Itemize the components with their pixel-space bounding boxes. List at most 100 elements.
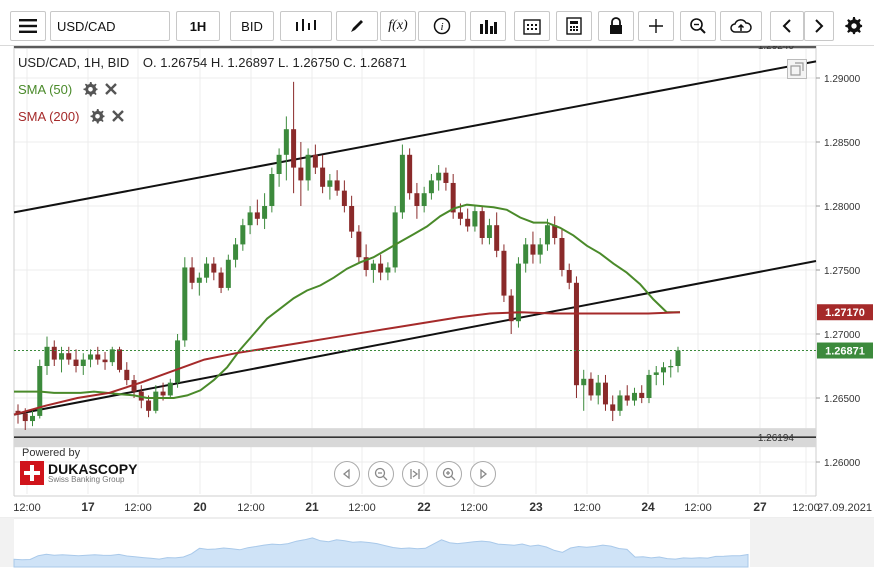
candle-body bbox=[465, 218, 471, 227]
close-icon[interactable] bbox=[111, 109, 125, 123]
candle-body bbox=[472, 211, 478, 227]
candle-body bbox=[218, 272, 224, 288]
x-tick-label: 17 bbox=[81, 500, 95, 514]
x-tick-label: 12:00 bbox=[13, 502, 41, 514]
candle-body bbox=[566, 270, 572, 283]
candle-body bbox=[378, 263, 384, 273]
x-tick-label: 12:00 bbox=[684, 502, 712, 514]
candle-body bbox=[109, 349, 115, 363]
back-button[interactable] bbox=[334, 461, 360, 487]
svg-text:i: i bbox=[440, 21, 443, 33]
candle-body bbox=[254, 212, 260, 219]
candle-body bbox=[22, 413, 28, 422]
gear-icon[interactable] bbox=[82, 81, 98, 97]
menu-icon bbox=[19, 19, 37, 33]
candle-body bbox=[247, 212, 253, 226]
trendlines[interactable] bbox=[13, 60, 817, 416]
zoom-in-icon bbox=[442, 467, 456, 481]
candle-body bbox=[356, 231, 362, 258]
x-tick-label: 12:00 bbox=[237, 502, 265, 514]
candle-body bbox=[363, 257, 369, 270]
price-axis[interactable]: 1.26000 1.26500 1.27000 1.27500 1.28000 1.285… bbox=[816, 74, 861, 469]
indicator-sma50: SMA (50) bbox=[18, 81, 118, 97]
bottom-marker-label: 1.26194 bbox=[758, 433, 795, 444]
draw-button[interactable] bbox=[336, 11, 378, 41]
candle-body bbox=[276, 154, 282, 174]
expand-icon bbox=[790, 62, 804, 76]
menu-button[interactable] bbox=[10, 11, 46, 41]
price-marker bbox=[817, 342, 873, 359]
x-tick-label: 24 bbox=[641, 500, 655, 514]
candle-body bbox=[407, 154, 413, 194]
calendar-button[interactable] bbox=[514, 11, 550, 41]
zoom-button[interactable] bbox=[680, 11, 716, 41]
function-button[interactable]: f(x) bbox=[380, 11, 416, 41]
bars-icon bbox=[480, 20, 497, 34]
indicator-label: SMA (200) bbox=[18, 108, 80, 124]
candle-body bbox=[450, 182, 456, 213]
candle-body bbox=[486, 225, 492, 238]
period-select[interactable]: 1H bbox=[176, 11, 220, 41]
settings-button[interactable] bbox=[840, 11, 868, 41]
trendline-2 bbox=[13, 260, 817, 416]
arrow-left-icon bbox=[782, 19, 791, 33]
lock-icon bbox=[610, 17, 622, 34]
overview-navigator[interactable] bbox=[0, 517, 874, 568]
candle-body bbox=[399, 154, 405, 213]
lock-button[interactable] bbox=[598, 11, 634, 41]
back-icon bbox=[342, 468, 350, 480]
candle-body bbox=[283, 129, 289, 155]
candles bbox=[15, 81, 681, 430]
candle-body bbox=[552, 225, 558, 238]
candle-body bbox=[124, 369, 130, 381]
crosshair-button[interactable] bbox=[638, 11, 674, 41]
candle-body bbox=[298, 167, 304, 181]
chart-type-button[interactable] bbox=[280, 11, 332, 41]
expand-button[interactable] bbox=[787, 59, 807, 79]
candle-body bbox=[443, 172, 449, 183]
reset-button[interactable] bbox=[402, 461, 428, 487]
y-tick-label: 1.26000 bbox=[824, 458, 861, 469]
calculator-icon bbox=[566, 17, 582, 35]
scroll-right-button[interactable] bbox=[804, 11, 834, 41]
forward-button[interactable] bbox=[470, 461, 496, 487]
candle-body bbox=[530, 244, 536, 255]
time-axis[interactable]: 12:00 17 12:00 20 12:00 21 12:00 22 12:00 23 12:00… bbox=[0, 495, 874, 518]
side-select[interactable]: BID bbox=[230, 11, 274, 41]
marker-bands: 1.29240 1.26194 bbox=[14, 46, 816, 448]
trendline-1 bbox=[13, 60, 817, 214]
candle-body bbox=[189, 267, 195, 283]
zoom-out-button[interactable] bbox=[368, 461, 394, 487]
x-tick-label: 27 bbox=[753, 500, 767, 514]
close-icon[interactable] bbox=[104, 82, 118, 96]
candle-body bbox=[334, 180, 340, 191]
candle-body bbox=[240, 225, 246, 245]
brand-name: DUKASCOPY bbox=[48, 461, 138, 477]
zoom-in-button[interactable] bbox=[436, 461, 462, 487]
candle-body bbox=[51, 346, 57, 360]
overview-area bbox=[13, 537, 749, 568]
x-tick-label: 20 bbox=[193, 500, 207, 514]
x-date-label: 27.09.2021 bbox=[817, 502, 872, 514]
swiss-cross-icon bbox=[20, 461, 44, 485]
candle-body bbox=[88, 354, 94, 360]
info-button[interactable]: i bbox=[418, 11, 466, 41]
share-button[interactable] bbox=[720, 11, 762, 41]
candle-body bbox=[225, 259, 231, 288]
candle-body bbox=[95, 354, 101, 360]
side-label: BID bbox=[241, 18, 263, 34]
info-icon: i bbox=[433, 17, 451, 35]
period-label: 1H bbox=[189, 18, 207, 34]
candle-body bbox=[414, 193, 420, 206]
candle-body bbox=[102, 359, 108, 363]
instrument-select[interactable]: USD/CAD bbox=[50, 11, 170, 41]
y-tick-label: 1.27000 bbox=[824, 330, 861, 341]
indicators-button[interactable] bbox=[470, 11, 506, 41]
candle-body bbox=[66, 353, 72, 360]
scroll-left-button[interactable] bbox=[770, 11, 804, 41]
candle-body bbox=[175, 340, 181, 383]
ohlc-values: O. 1.26754 H. 1.26897 L. 1.26750 C. 1.26… bbox=[142, 55, 407, 70]
gear-icon[interactable] bbox=[89, 108, 105, 124]
calculator-button[interactable] bbox=[556, 11, 592, 41]
